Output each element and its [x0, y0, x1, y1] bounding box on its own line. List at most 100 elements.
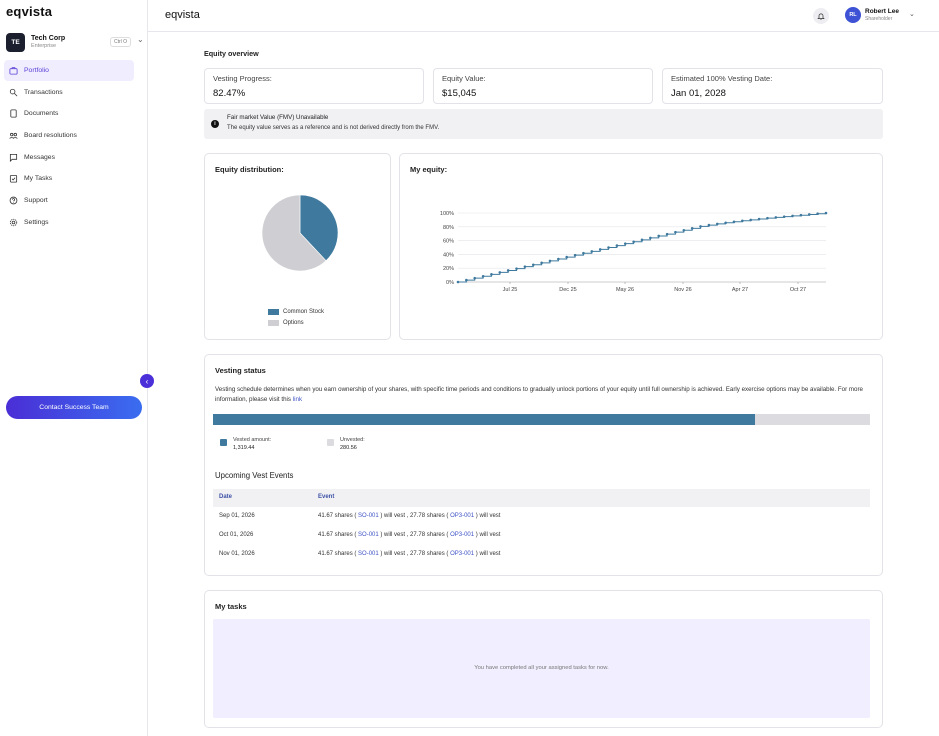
data-point[interactable]: [481, 274, 485, 278]
data-point[interactable]: [573, 253, 577, 257]
event-date: Sep 01, 2026: [219, 513, 255, 519]
data-point[interactable]: [548, 259, 552, 263]
data-point[interactable]: [724, 221, 727, 225]
data-point[interactable]: [465, 278, 468, 282]
grant-link[interactable]: OP3-001: [450, 532, 475, 538]
notifications-button[interactable]: [813, 8, 829, 24]
vested-label: Vested amount:: [233, 437, 272, 443]
data-point[interactable]: [615, 244, 619, 247]
vesting-description: Vesting schedule determines when you ear…: [215, 385, 870, 405]
company-switcher[interactable]: TE Tech Corp Enterprise Ctrl O ⌄: [6, 31, 144, 53]
sidebar-item-my-tasks[interactable]: My Tasks: [4, 168, 134, 189]
data-point[interactable]: [565, 255, 569, 259]
data-point[interactable]: [515, 267, 518, 270]
stat-value: 82.47%: [213, 88, 246, 99]
data-point[interactable]: [707, 223, 711, 227]
unvested-label: Unvested:: [340, 437, 365, 443]
column-header-date[interactable]: Date: [219, 494, 233, 500]
data-point[interactable]: [498, 271, 502, 274]
data-point[interactable]: [741, 219, 744, 223]
data-point[interactable]: [749, 218, 753, 222]
pie-slice-common-stock[interactable]: [299, 194, 339, 262]
header-brand: eqvista: [165, 9, 200, 21]
data-point[interactable]: [531, 263, 535, 267]
sidebar-item-board-resolutions[interactable]: Board resolutions: [4, 125, 134, 146]
data-point[interactable]: [791, 214, 794, 218]
transactions-icon: [9, 88, 18, 97]
logo[interactable]: eqvista: [6, 4, 53, 19]
my-equity-line-chart: 0% 20% 40% 60% 80% 100% Jul 25 Dec 25 May 26 Nov …: [440, 211, 828, 293]
data-point[interactable]: [690, 227, 694, 230]
stat-value: $15,045: [442, 88, 477, 99]
pie-slice-options[interactable]: [261, 194, 327, 272]
event-text: ) will vest: [475, 551, 501, 557]
vesting-info-link[interactable]: link: [292, 396, 303, 403]
vested-swatch: [220, 439, 227, 446]
data-point[interactable]: [623, 242, 627, 245]
data-point[interactable]: [699, 225, 702, 228]
fmv-text: The equity value serves as a reference a…: [227, 125, 440, 131]
data-point[interactable]: [757, 217, 761, 221]
unvested-legend: Unvested: 280.56: [327, 436, 365, 452]
data-point[interactable]: [774, 216, 778, 219]
user-avatar[interactable]: RL: [845, 7, 861, 23]
sidebar-item-settings[interactable]: Settings: [4, 212, 134, 233]
data-point[interactable]: [582, 251, 585, 255]
sidebar-item-label: Documents: [24, 110, 59, 118]
column-header-event[interactable]: Event: [318, 494, 335, 500]
data-point[interactable]: [523, 265, 527, 268]
sidebar-item-label: Support: [24, 197, 48, 205]
data-point[interactable]: [540, 261, 543, 265]
data-point[interactable]: [506, 269, 510, 272]
x-tick-label: Nov 26: [674, 287, 691, 293]
contact-success-team-button[interactable]: Contact Success Team: [6, 396, 142, 419]
data-point[interactable]: [456, 280, 460, 284]
unvested-swatch: [327, 439, 334, 446]
data-point[interactable]: [665, 232, 669, 236]
data-point[interactable]: [682, 228, 686, 232]
event-text: ) will vest , 27.78 shares (: [380, 551, 449, 557]
my-tasks-title: My tasks: [215, 602, 247, 611]
data-point[interactable]: [816, 212, 819, 215]
data-point[interactable]: [649, 236, 652, 240]
data-point[interactable]: [657, 234, 661, 238]
data-point[interactable]: [607, 246, 610, 249]
user-name[interactable]: Robert Lee: [865, 8, 899, 15]
data-point[interactable]: [632, 240, 635, 244]
grant-link[interactable]: OP3-001: [450, 513, 475, 519]
sidebar-item-documents[interactable]: Documents: [4, 103, 134, 124]
board-icon: [9, 131, 18, 140]
sidebar-item-messages[interactable]: Messages: [4, 147, 134, 168]
sidebar-item-support[interactable]: Support: [4, 190, 134, 211]
data-point[interactable]: [490, 273, 493, 276]
data-point[interactable]: [824, 211, 828, 215]
data-point[interactable]: [674, 230, 677, 234]
event-text: 41.67 shares (: [318, 551, 357, 557]
data-point[interactable]: [473, 276, 477, 280]
data-point[interactable]: [766, 216, 769, 220]
data-point[interactable]: [557, 257, 560, 261]
event-text: ) will vest , 27.78 shares (: [380, 532, 449, 538]
collapse-sidebar-button[interactable]: ‹: [140, 374, 154, 388]
vesting-progress-bar: [213, 414, 870, 425]
data-point[interactable]: [782, 215, 786, 218]
data-point[interactable]: [732, 220, 736, 224]
data-point[interactable]: [590, 250, 594, 253]
y-tick-label: 100%: [440, 211, 454, 217]
grant-link[interactable]: SO-001: [358, 513, 379, 519]
sidebar-item-transactions[interactable]: Transactions: [4, 82, 134, 103]
sidebar-item-portfolio[interactable]: Portfolio: [4, 60, 134, 81]
grant-link[interactable]: SO-001: [358, 532, 379, 538]
grant-link[interactable]: SO-001: [358, 551, 379, 557]
data-point[interactable]: [807, 213, 811, 216]
vested-value: 1,319.44: [233, 445, 255, 451]
grant-link[interactable]: OP3-001: [450, 551, 475, 557]
x-tick-label: Dec 25: [559, 287, 576, 293]
chevron-down-icon[interactable]: ⌄: [137, 35, 144, 44]
data-point[interactable]: [715, 222, 719, 226]
equity-value-card: Equity Value: $15,045: [433, 68, 653, 104]
data-point[interactable]: [598, 248, 602, 251]
chevron-down-icon[interactable]: ⌄: [909, 11, 915, 18]
data-point[interactable]: [640, 238, 644, 242]
data-point[interactable]: [799, 213, 803, 217]
